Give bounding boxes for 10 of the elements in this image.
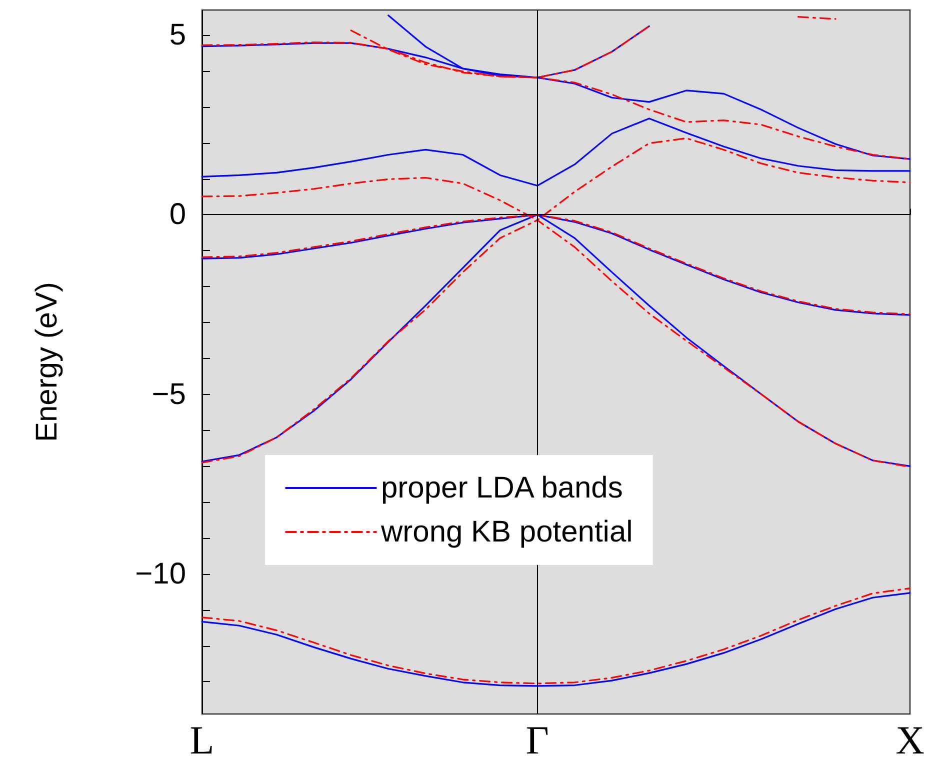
y-tick-label: −10 bbox=[135, 557, 186, 590]
x-tick-label: L bbox=[190, 718, 214, 762]
legend-label: wrong KB potential bbox=[380, 516, 633, 548]
x-tick-label: Γ bbox=[526, 718, 549, 762]
legend-label: proper LDA bands bbox=[381, 472, 623, 504]
x-tick-label: X bbox=[896, 718, 925, 762]
y-tick-label: 0 bbox=[169, 198, 186, 232]
y-axis-title: Energy (eV) bbox=[30, 282, 64, 442]
y-tick-label: 5 bbox=[169, 18, 186, 52]
y-tick-label: −5 bbox=[152, 378, 186, 411]
